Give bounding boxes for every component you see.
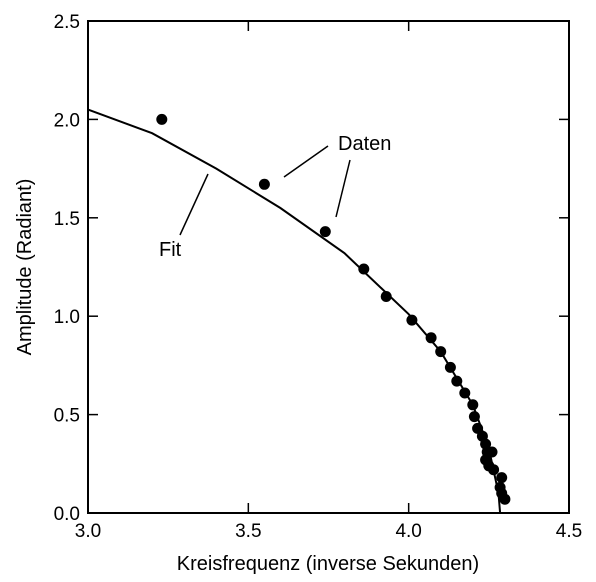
daten-leader-line-2	[335, 159, 351, 218]
data-point	[468, 411, 480, 423]
y-axis-label: Amplitude (Radiant)	[14, 179, 36, 356]
data-point	[444, 361, 456, 373]
y-tick-label: 0.0	[54, 504, 80, 525]
y-tick-label: 0.5	[54, 406, 80, 427]
y-tick-label: 2.0	[54, 110, 80, 131]
data-point	[406, 314, 418, 326]
data-point	[496, 472, 508, 484]
data-point	[258, 178, 270, 190]
data-point	[467, 399, 479, 411]
data-point	[459, 387, 471, 399]
fit-leader-line	[179, 173, 209, 236]
data-point	[499, 493, 511, 505]
data-point	[358, 263, 370, 275]
data-point	[380, 291, 392, 302]
fit-annotation: Fit	[159, 239, 182, 261]
daten-leader-line-1	[283, 145, 329, 178]
y-tick-label: 1.5	[54, 209, 80, 230]
x-tick-label: 4.5	[556, 521, 582, 542]
x-axis-label: Kreisfrequenz (inverse Sekunden)	[177, 553, 479, 575]
annotations: Daten Fit	[159, 133, 391, 261]
data-point	[319, 226, 331, 238]
data-point	[486, 446, 498, 458]
plot-frame	[87, 20, 570, 514]
data-point	[156, 113, 168, 125]
data-point	[451, 375, 463, 387]
x-axis-ticks: 3.0 3.5 4.0 4.5	[75, 21, 582, 542]
data-point	[425, 332, 437, 344]
y-axis-ticks: 0.0 0.5 1.0 1.5 2.0 2.5	[54, 12, 569, 525]
y-tick-label: 2.5	[54, 12, 80, 33]
daten-annotation: Daten	[338, 133, 391, 155]
series-points	[156, 113, 511, 505]
x-tick-label: 3.5	[235, 521, 261, 542]
data-point	[488, 464, 500, 476]
y-tick-label: 1.0	[54, 307, 80, 328]
data-point	[435, 346, 447, 358]
x-tick-label: 4.0	[395, 521, 421, 542]
x-tick-label: 3.0	[75, 521, 101, 542]
